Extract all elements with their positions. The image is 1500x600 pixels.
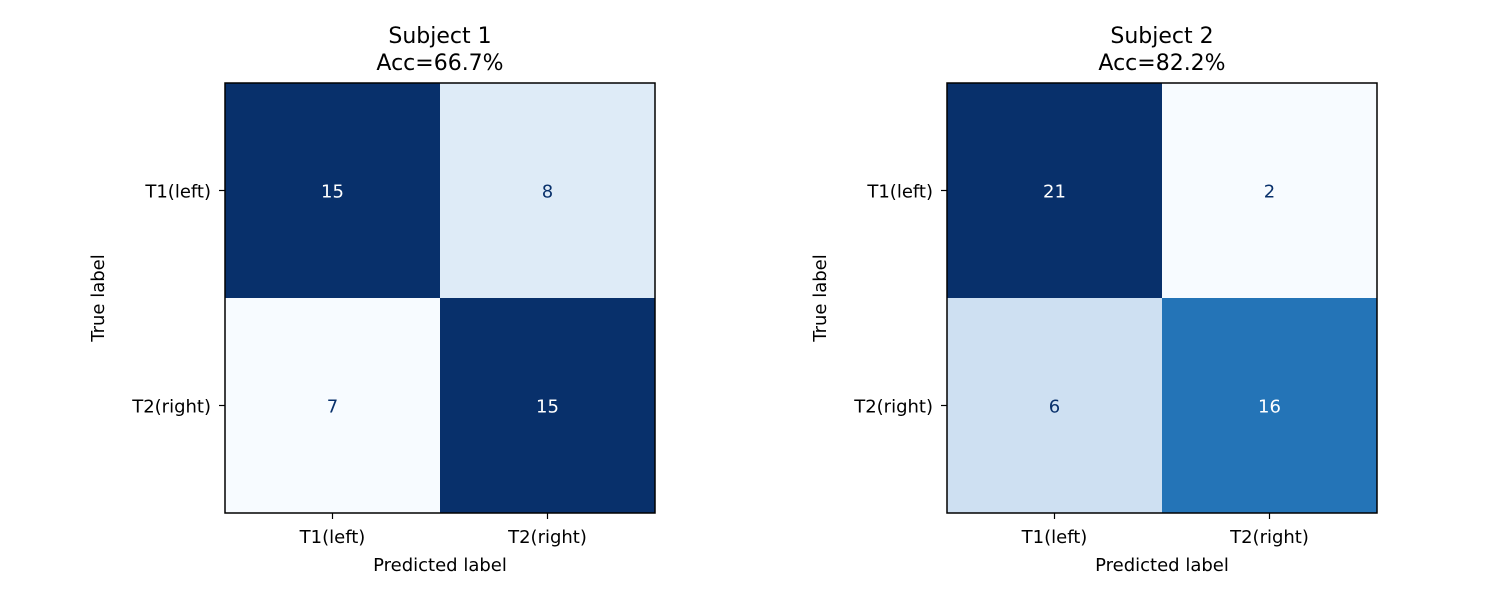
y-tick-label: T2(right) (853, 397, 933, 418)
cell-value-r0-c0: 21 (1043, 182, 1066, 203)
cell-r0-c0 (225, 83, 441, 299)
cell-r1-c0 (225, 298, 441, 514)
subject-1-cells: 15 8 7 15 (225, 83, 656, 514)
subject-2-title-line1: Subject 2 (1110, 24, 1213, 49)
x-tick-label: T1(left) (299, 527, 366, 548)
cell-value-r0-c1: 8 (542, 182, 553, 203)
cell-r1-c1 (1162, 298, 1378, 514)
y-tick-label: T1(left) (144, 182, 211, 203)
subject-2-xlabel: Predicted label (1095, 555, 1229, 576)
cell-r1-c1 (440, 298, 656, 514)
subject-2-ylabel: True label (810, 254, 831, 343)
cell-value-r0-c1: 2 (1264, 182, 1275, 203)
subject-1-xlabel: Predicted label (373, 555, 507, 576)
subject-2-confusion-matrix: Subject 2 Acc=82.2% 21 2 6 16 T1(left) T2(ri… (810, 24, 1378, 576)
subject-2-title-line2: Acc=82.2% (1098, 51, 1225, 76)
cell-value-r1-c0: 6 (1049, 397, 1060, 418)
subject-1-title-line2: Acc=66.7% (376, 51, 503, 76)
subject-2-cells: 21 2 6 16 (947, 83, 1378, 514)
subject-2-plot-frame (946, 82, 1378, 514)
cell-r0-c0 (947, 83, 1163, 299)
subject-2-ticks: T1(left) T2(right) T1(left) T2(right) (853, 182, 1309, 549)
subject-1-ticks: T1(left) T2(right) T1(left) T2(right) (131, 182, 587, 549)
cell-r0-c1 (440, 83, 656, 299)
y-tick-label: T2(right) (131, 397, 211, 418)
cell-value-r0-c0: 15 (321, 182, 344, 203)
cell-value-r1-c1: 16 (1258, 397, 1281, 418)
cell-value-r1-c0: 7 (327, 397, 338, 418)
subject-1-title-line1: Subject 1 (388, 24, 491, 49)
subject-1-ylabel: True label (88, 254, 109, 343)
cell-r1-c0 (947, 298, 1163, 514)
y-tick-label: T1(left) (866, 182, 933, 203)
subject-1-confusion-matrix: Subject 1 Acc=66.7% 15 8 7 15 T1(left) T2(ri… (88, 24, 656, 576)
x-tick-label: T2(right) (1229, 527, 1309, 548)
x-tick-label: T2(right) (507, 527, 587, 548)
cell-r0-c1 (1162, 83, 1378, 299)
x-tick-label: T1(left) (1021, 527, 1088, 548)
cell-value-r1-c1: 15 (536, 397, 559, 418)
subject-1-plot-frame (224, 82, 656, 514)
